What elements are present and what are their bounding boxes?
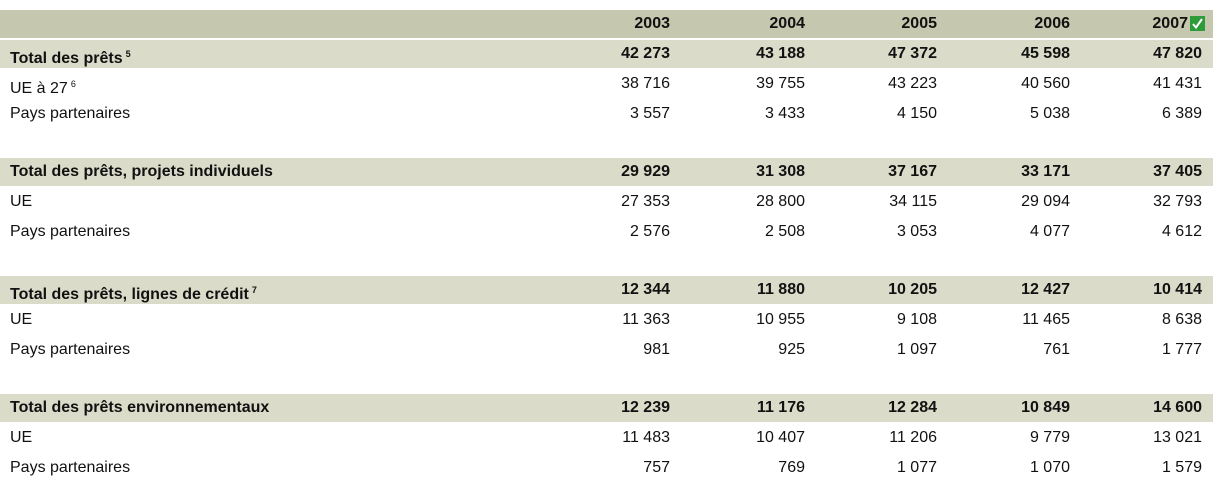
label-text: Total des prêts, projets individuels — [10, 163, 273, 180]
header-band — [0, 10, 1213, 38]
value: 8 638 — [1161, 311, 1202, 328]
value: 40 560 — [1021, 75, 1070, 92]
row-label: UE — [10, 306, 32, 334]
value: 32 793 — [1153, 193, 1202, 210]
value: 10 955 — [756, 311, 805, 328]
value: 1 077 — [896, 459, 937, 476]
value: 3 053 — [896, 223, 937, 240]
value: 9 108 — [896, 311, 937, 328]
year-header: 2003 — [634, 15, 670, 32]
value: 2 576 — [629, 223, 670, 240]
value: 981 — [643, 341, 670, 358]
label-text: Pays partenaires — [10, 341, 131, 358]
total-band — [0, 40, 1213, 68]
value: 43 188 — [756, 45, 805, 62]
value: 10 849 — [1021, 399, 1070, 416]
value: 1 070 — [1029, 459, 1070, 476]
value: 3 433 — [764, 105, 805, 122]
total-band — [0, 276, 1213, 304]
value: 2 508 — [764, 223, 805, 240]
value: 47 372 — [888, 45, 937, 62]
value: 1 777 — [1161, 341, 1202, 358]
label-text: Total des prêts, lignes de crédit — [10, 286, 249, 303]
footnote-mark: 5 — [125, 49, 131, 59]
value: 12 284 — [888, 399, 937, 416]
value: 42 273 — [621, 45, 670, 62]
row-label: Total des prêts 5 — [10, 40, 131, 73]
footnote-mark: 7 — [251, 285, 257, 295]
row-label: Pays partenaires — [10, 454, 130, 477]
row-label: Pays partenaires — [10, 336, 130, 364]
value: 11 206 — [889, 429, 937, 446]
value: 27 353 — [621, 193, 670, 210]
value: 47 820 — [1153, 45, 1202, 62]
value: 43 223 — [888, 75, 937, 92]
label-text: UE — [10, 429, 33, 446]
row-label: UE à 27 6 — [10, 70, 76, 103]
value: 6 389 — [1161, 105, 1202, 122]
footnote-mark: 6 — [70, 79, 76, 89]
year-header: 2004 — [769, 15, 805, 32]
value: 1 097 — [896, 341, 937, 358]
year-header: 2007 — [1152, 15, 1188, 32]
value: 45 598 — [1021, 45, 1070, 62]
value: 39 755 — [756, 75, 805, 92]
value: 12 239 — [621, 399, 670, 416]
value: 757 — [643, 459, 670, 476]
value: 4 612 — [1161, 223, 1202, 240]
total-band — [0, 394, 1213, 422]
label-text: Total des prêts — [10, 50, 123, 67]
row-label: Total des prêts, lignes de crédit 7 — [10, 276, 257, 309]
value: 1 579 — [1161, 459, 1202, 476]
total-band — [0, 158, 1213, 186]
value: 13 021 — [1153, 429, 1202, 446]
label-text: UE — [10, 193, 33, 210]
row-label: Pays partenaires — [10, 100, 130, 128]
year-header: 2005 — [901, 15, 937, 32]
label-text: Pays partenaires — [10, 105, 131, 122]
value: 28 800 — [756, 193, 805, 210]
value: 37 405 — [1153, 163, 1202, 180]
label-text: UE — [10, 311, 33, 328]
value: 29 094 — [1021, 193, 1070, 210]
value: 11 465 — [1022, 311, 1070, 328]
label-text: Pays partenaires — [10, 223, 131, 240]
row-label: UE — [10, 424, 32, 452]
row-label: Total des prêts environnementaux — [10, 394, 269, 422]
value: 38 716 — [621, 75, 670, 92]
value: 31 308 — [756, 163, 805, 180]
value: 33 171 — [1021, 163, 1070, 180]
value: 41 431 — [1153, 75, 1202, 92]
value: 11 880 — [756, 281, 805, 298]
value: 5 038 — [1029, 105, 1070, 122]
value: 34 115 — [889, 193, 937, 210]
value: 11 483 — [622, 429, 670, 446]
value: 3 557 — [629, 105, 670, 122]
value: 9 779 — [1029, 429, 1070, 446]
value: 37 167 — [888, 163, 937, 180]
row-label: UE — [10, 188, 32, 216]
value: 10 414 — [1153, 281, 1202, 298]
check-icon — [1190, 16, 1205, 31]
value: 12 344 — [621, 281, 670, 298]
value: 11 176 — [756, 399, 805, 416]
value: 10 407 — [756, 429, 805, 446]
value: 10 205 — [888, 281, 937, 298]
value: 14 600 — [1153, 399, 1202, 416]
value: 11 363 — [622, 311, 670, 328]
label-text: Pays partenaires — [10, 459, 131, 476]
value: 925 — [778, 341, 805, 358]
value: 4 077 — [1029, 223, 1070, 240]
value: 761 — [1043, 341, 1070, 358]
year-header: 2006 — [1034, 15, 1070, 32]
label-text: Total des prêts environnementaux — [10, 399, 270, 416]
value: 12 427 — [1021, 281, 1070, 298]
value: 29 929 — [621, 163, 670, 180]
row-label: Pays partenaires — [10, 218, 130, 246]
value: 4 150 — [896, 105, 937, 122]
row-label: Total des prêts, projets individuels — [10, 158, 273, 186]
label-text: UE à 27 — [10, 80, 68, 97]
value: 769 — [778, 459, 805, 476]
